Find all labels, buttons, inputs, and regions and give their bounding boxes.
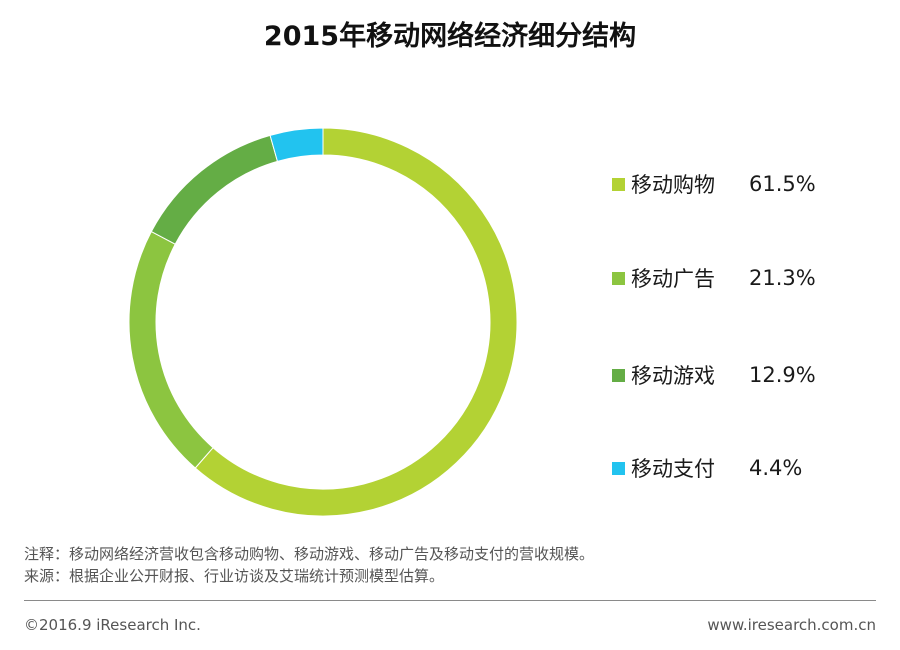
donut-chart — [128, 127, 518, 517]
legend-label: 移动购物 — [631, 173, 715, 197]
legend-label: 移动广告 — [631, 267, 715, 291]
donut-slice-1 — [194, 127, 518, 517]
legend-item-1: 移动购物 61.5% — [612, 169, 816, 199]
website-link[interactable]: www.iresearch.com.cn — [707, 616, 876, 634]
legend-label: 移动游戏 — [631, 364, 715, 388]
legend-swatch — [612, 461, 625, 475]
legend-swatch — [612, 368, 625, 382]
source-text: 来源：根据企业公开财报、行业访谈及艾瑞统计预测模型估算。 — [24, 567, 445, 585]
donut-slice-4 — [269, 127, 324, 162]
legend-item-4: 移动支付 4.4% — [612, 453, 802, 483]
legend-value: 61.5% — [749, 172, 816, 196]
legend-item-3: 移动游戏 12.9% — [612, 360, 816, 390]
chart-notes: 注释：移动网络经济营收包含移动购物、移动游戏、移动广告及移动支付的营收规模。 来… — [24, 543, 594, 587]
legend-swatch — [612, 177, 625, 191]
footer-divider — [24, 600, 876, 601]
donut-slice-2 — [128, 230, 214, 469]
legend-value: 21.3% — [749, 266, 816, 290]
donut-slice-3 — [150, 134, 279, 245]
legend-item-2: 移动广告 21.3% — [612, 263, 816, 293]
legend-label: 移动支付 — [631, 457, 715, 481]
chart-legend: 移动购物 61.5% 移动广告 21.3% 移动游戏 12.9% 移动支付 4.4% — [612, 0, 882, 520]
note-text: 注释：移动网络经济营收包含移动购物、移动游戏、移动广告及移动支付的营收规模。 — [24, 545, 595, 563]
legend-value: 12.9% — [749, 363, 816, 387]
chart-title: 2015年移动网络经济细分结构 — [263, 21, 637, 52]
copyright-text: ©2016.9 iResearch Inc. — [24, 616, 201, 634]
legend-swatch — [612, 271, 625, 285]
legend-value: 4.4% — [749, 456, 803, 480]
